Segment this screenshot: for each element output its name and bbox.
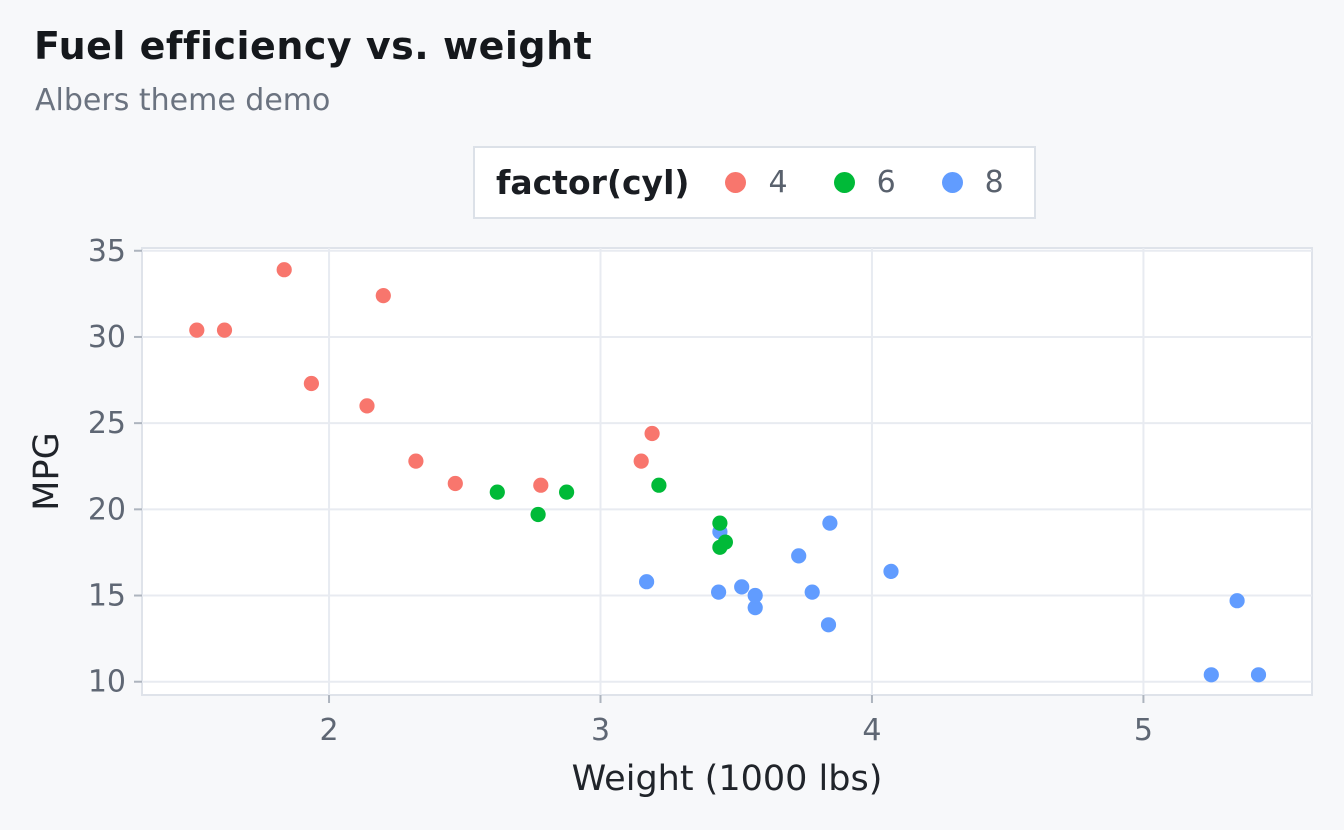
data-points xyxy=(189,262,1267,683)
y-tick-label: 25 xyxy=(88,406,126,441)
data-point xyxy=(712,515,728,531)
data-point xyxy=(651,477,667,493)
x-axis-title: Weight (1000 lbs) xyxy=(572,759,883,799)
plot-panel xyxy=(141,247,1313,696)
legend-entry-cyl6: 6 xyxy=(833,165,896,200)
data-point xyxy=(644,425,660,442)
tick-marks xyxy=(134,249,1145,703)
legend: factor(cyl) 4 6 8 xyxy=(473,146,1036,219)
data-point xyxy=(734,579,750,595)
legend-swatch-icon xyxy=(833,172,855,193)
legend-title: factor(cyl) xyxy=(496,163,690,202)
chart-subtitle: Albers theme demo xyxy=(35,83,331,118)
data-point xyxy=(820,617,837,633)
legend-swatch-icon xyxy=(941,172,963,193)
x-tick-label: 3 xyxy=(591,713,610,748)
data-point xyxy=(408,453,424,469)
data-point xyxy=(747,600,763,616)
y-axis-title: MPG xyxy=(27,432,67,510)
data-point xyxy=(189,322,205,338)
legend-entry-label: 8 xyxy=(984,165,1004,200)
chart-title: Fuel efficiency vs. weight xyxy=(34,24,593,68)
y-tick-label: 30 xyxy=(88,320,126,355)
legend-entry-cyl8: 8 xyxy=(941,165,1004,200)
y-tick-label: 15 xyxy=(88,579,126,614)
data-point xyxy=(533,477,549,493)
data-point xyxy=(1229,593,1245,609)
x-tick-label: 4 xyxy=(862,713,881,748)
y-tick-label: 10 xyxy=(88,665,126,700)
data-point xyxy=(375,288,391,304)
data-point xyxy=(883,563,899,580)
legend-swatch-icon xyxy=(725,172,747,193)
data-point xyxy=(747,587,763,604)
data-point xyxy=(276,262,292,278)
tick-labels: 2 3 4 5 10 15 20 25 30 35 xyxy=(88,234,1153,748)
data-point xyxy=(530,506,546,523)
legend-entry-label: 4 xyxy=(768,165,788,200)
data-point xyxy=(216,322,233,338)
y-tick-label: 35 xyxy=(88,234,126,269)
data-point xyxy=(489,484,505,500)
data-point xyxy=(711,584,727,600)
data-point xyxy=(359,398,375,414)
legend-entry-cyl4: 4 xyxy=(725,165,788,200)
data-point xyxy=(804,584,820,600)
data-point xyxy=(303,375,319,392)
gridlines xyxy=(142,248,1312,695)
data-point xyxy=(559,484,575,500)
data-point xyxy=(712,539,728,555)
legend-entries: 4 6 8 xyxy=(725,165,1004,200)
data-point xyxy=(639,574,655,590)
data-point xyxy=(1203,667,1219,683)
data-point xyxy=(1250,667,1267,683)
data-point xyxy=(791,548,807,564)
data-point xyxy=(447,475,463,492)
y-tick-label: 20 xyxy=(88,492,126,527)
x-tick-label: 2 xyxy=(319,713,338,748)
data-point xyxy=(633,453,649,469)
data-point xyxy=(822,515,838,531)
legend-entry-label: 6 xyxy=(876,165,896,200)
x-tick-label: 5 xyxy=(1134,713,1153,748)
